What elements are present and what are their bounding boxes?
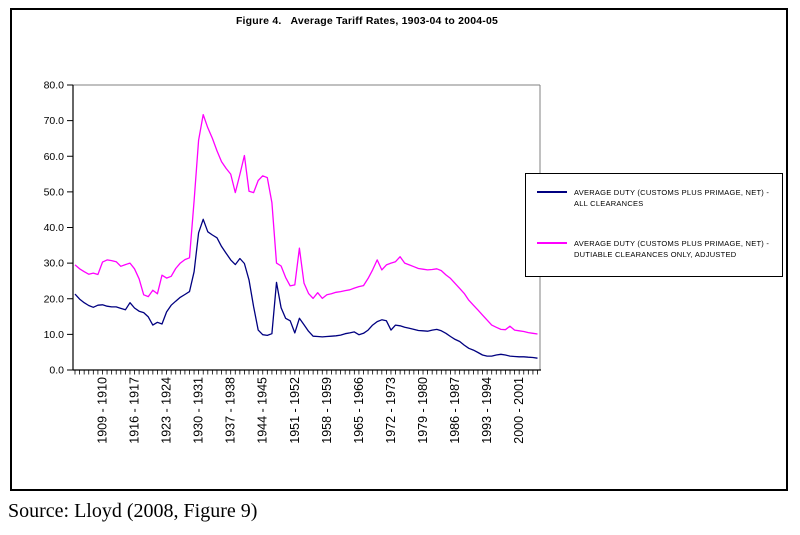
x-tick-label: 1909 - 1910 xyxy=(95,377,109,444)
x-tick-label: 1916 - 1917 xyxy=(128,377,142,444)
x-tick-label: 1951 - 1952 xyxy=(288,377,302,444)
x-axis-labels: 1909 - 1910 1916 - 1917 1923 - 1924 1930 - … xyxy=(95,377,526,444)
x-tick-label: 1923 - 1924 xyxy=(160,377,174,444)
legend-label-dutiable-clearances: AVERAGE DUTY (CUSTOMS PLUS PRIMAGE, NET)… xyxy=(574,238,770,259)
x-tick-label: 1965 - 1966 xyxy=(352,377,366,444)
legend: AVERAGE DUTY (CUSTOMS PLUS PRIMAGE, NET)… xyxy=(525,173,783,277)
y-tick-label: 60.0 xyxy=(44,151,65,163)
y-tick-label: 80.0 xyxy=(44,80,65,92)
chart-title: Figure 4. Average Tariff Rates, 1903-04 … xyxy=(235,15,499,27)
legend-entry-dutiable-clearances: AVERAGE DUTY (CUSTOMS PLUS PRIMAGE, NET)… xyxy=(537,238,778,261)
x-tick-label: 1944 - 1945 xyxy=(256,377,270,444)
y-tick-label: 70.0 xyxy=(44,115,65,127)
x-tick-label: 1986 - 1987 xyxy=(448,377,462,444)
legend-line-sample-magenta xyxy=(537,241,567,244)
x-tick-label: 1979 - 1980 xyxy=(416,377,430,444)
legend-entry-all-clearances: AVERAGE DUTY (CUSTOMS PLUS PRIMAGE, NET)… xyxy=(537,187,778,210)
x-tick-label: 1958 - 1959 xyxy=(320,377,334,444)
x-axis-ticks xyxy=(74,370,538,375)
x-tick-label: 1993 - 1994 xyxy=(480,377,494,444)
y-tick-label: 0.0 xyxy=(49,365,64,377)
y-tick-label: 20.0 xyxy=(44,293,65,305)
x-tick-label: 2000 - 2001 xyxy=(512,377,526,444)
legend-label-all-clearances: AVERAGE DUTY (CUSTOMS PLUS PRIMAGE, NET)… xyxy=(574,188,770,209)
legend-line-sample-navy xyxy=(537,191,567,193)
y-tick-label: 40.0 xyxy=(44,222,65,234)
series-line-all-clearances xyxy=(74,218,538,359)
x-tick-label: 1972 - 1973 xyxy=(384,377,398,444)
x-tick-label: 1930 - 1931 xyxy=(192,377,206,444)
y-tick-label: 50.0 xyxy=(44,186,65,198)
y-tick-label: 10.0 xyxy=(44,329,65,341)
series-line-dutiable-clearances xyxy=(74,113,538,335)
source-note: Source: Lloyd (2008, Figure 9) xyxy=(8,500,258,522)
x-tick-label: 1937 - 1938 xyxy=(224,377,238,444)
y-tick-label: 30.0 xyxy=(44,258,65,270)
y-axis-ticks-and-labels: 0.0 10.0 20.0 30.0 40.0 50.0 60.0 70.0 80.0 xyxy=(44,80,73,377)
